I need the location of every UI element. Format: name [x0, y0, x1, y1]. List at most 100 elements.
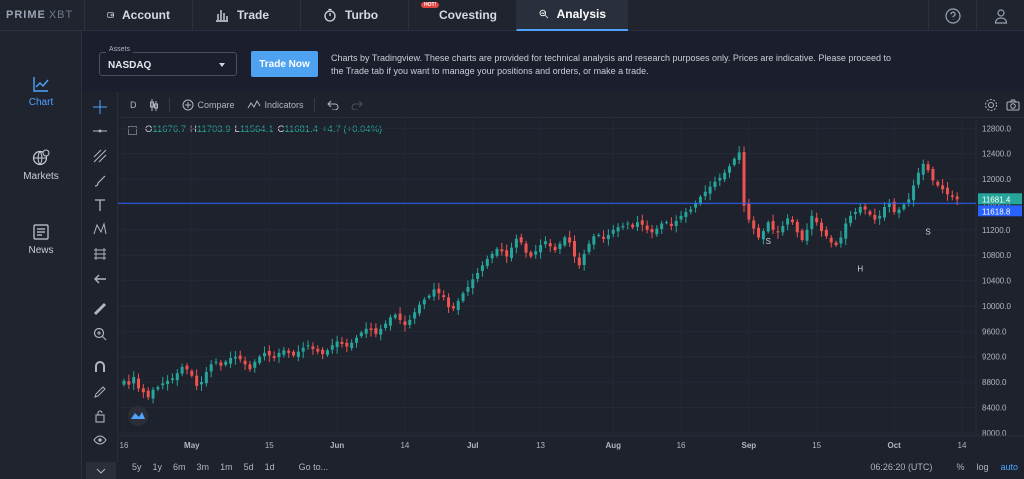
candle-body: [587, 243, 591, 253]
range-5y[interactable]: 5y: [132, 462, 142, 472]
sidebar-item-chart[interactable]: Chart: [0, 75, 82, 108]
lock-icon: [95, 410, 105, 423]
candle-body: [790, 219, 794, 223]
lock-draw-tool[interactable]: [90, 383, 110, 401]
candle-body: [490, 253, 494, 259]
range-3m[interactable]: 3m: [196, 462, 210, 472]
price-chart[interactable]: 12800.0 12400.0 12000.0 11600.0 11200.0 10800…: [118, 118, 1024, 455]
legend-collapse-icon[interactable]: [128, 126, 137, 135]
visibility-tool[interactable]: [90, 431, 110, 449]
candle-body: [379, 328, 383, 335]
redo-button[interactable]: [351, 100, 363, 110]
range-1d[interactable]: 1d: [264, 462, 275, 472]
eye-icon: [93, 435, 107, 445]
ruler-icon: [93, 302, 107, 316]
back-tool[interactable]: [90, 270, 110, 288]
chart-top-toolbar: D Compare Indicators: [118, 92, 1024, 118]
candle-body: [345, 342, 349, 347]
range-5d[interactable]: 5d: [243, 462, 254, 472]
text-tool[interactable]: [90, 196, 110, 214]
undo-icon: [326, 100, 338, 110]
candle-body: [853, 212, 857, 214]
brush-tool[interactable]: [90, 172, 110, 190]
candle-style-button[interactable]: [149, 97, 170, 112]
candle-body: [170, 378, 174, 381]
ohlc-close: 11681.4: [284, 124, 318, 135]
assets-select[interactable]: [99, 52, 237, 76]
indicators-label: Indicators: [264, 99, 304, 110]
candle-body: [335, 341, 339, 348]
magnet-tool[interactable]: [90, 358, 110, 376]
candle-body: [480, 265, 484, 272]
goto-button[interactable]: Go to...: [298, 462, 329, 472]
candle-body: [640, 220, 644, 225]
assets-value: NASDAQ: [108, 60, 152, 71]
candle-body: [456, 300, 460, 311]
collapse-panel-button[interactable]: [86, 462, 116, 479]
candle-body: [892, 201, 896, 213]
pattern-tool[interactable]: [90, 220, 110, 238]
indicators-button[interactable]: Indicators: [247, 97, 315, 112]
sidebar-item-markets[interactable]: Markets: [0, 149, 82, 182]
interval-button[interactable]: D: [130, 99, 137, 110]
candle-body: [941, 185, 945, 190]
ohlc-high: 11703.9: [196, 124, 231, 135]
candle-body: [427, 295, 431, 298]
left-sidebar: Chart Markets News: [0, 31, 82, 479]
undo-button[interactable]: [326, 100, 339, 110]
nav-turbo[interactable]: Turbo: [300, 0, 408, 31]
candle-body: [204, 371, 208, 384]
candle-body: [543, 241, 547, 245]
candle-body: [287, 350, 291, 353]
pencil-lock-icon: [94, 386, 106, 398]
zoom-tool[interactable]: [90, 325, 110, 343]
nav-account[interactable]: Account: [84, 0, 192, 31]
percent-scale-button[interactable]: %: [956, 462, 965, 472]
candle-body: [747, 203, 751, 220]
range-6m[interactable]: 6m: [173, 462, 186, 472]
crosshair-tool[interactable]: [90, 98, 110, 116]
log-scale-button[interactable]: log: [976, 462, 989, 472]
prediction-tool[interactable]: [90, 245, 110, 263]
help-button[interactable]: [928, 0, 976, 31]
candle-body: [495, 248, 499, 256]
candle-body: [466, 286, 470, 292]
range-1y[interactable]: 1y: [152, 462, 163, 472]
auto-scale-button[interactable]: auto: [1000, 462, 1018, 472]
profile-button[interactable]: [976, 0, 1024, 31]
wallet-icon: [107, 12, 114, 18]
x-tick-label: Aug: [605, 441, 621, 450]
sidebar-item-news[interactable]: News: [0, 223, 82, 256]
trendline-tool[interactable]: [90, 122, 110, 140]
candle-body: [858, 207, 862, 213]
candle-body: [393, 314, 397, 318]
nav-trade[interactable]: Trade: [192, 0, 300, 31]
candle-body: [534, 251, 538, 255]
brand-suffix: XBT: [48, 9, 74, 21]
brand-logo[interactable]: PRIME XBT: [0, 0, 84, 31]
settings-button[interactable]: [984, 98, 998, 114]
nav-covesting[interactable]: HOT! Covesting: [408, 0, 516, 31]
price-axis[interactable]: [976, 118, 1024, 455]
range-1m[interactable]: 1m: [220, 462, 233, 472]
candle-body: [330, 345, 334, 350]
compare-button[interactable]: Compare: [182, 99, 235, 111]
pitchfork-tool[interactable]: [90, 147, 110, 165]
snapshot-button[interactable]: [1006, 98, 1020, 114]
ruler-tool[interactable]: [90, 300, 110, 318]
lock-tool[interactable]: [90, 407, 110, 425]
candle-body: [156, 387, 160, 390]
trade-now-button[interactable]: Trade Now: [251, 51, 318, 77]
candle-body: [398, 313, 402, 320]
nav-analysis[interactable]: Analysis: [516, 0, 628, 31]
compare-label: Compare: [197, 99, 235, 110]
candle-body: [742, 152, 746, 206]
candle-body: [141, 388, 145, 393]
candle-body: [669, 223, 673, 227]
candle-body: [606, 234, 610, 240]
globe-dollar-icon: [32, 149, 50, 166]
candle-body: [907, 199, 911, 203]
last-price-label: 11681.4: [982, 195, 1011, 204]
candle-body: [209, 364, 213, 372]
candle-body: [582, 253, 586, 265]
